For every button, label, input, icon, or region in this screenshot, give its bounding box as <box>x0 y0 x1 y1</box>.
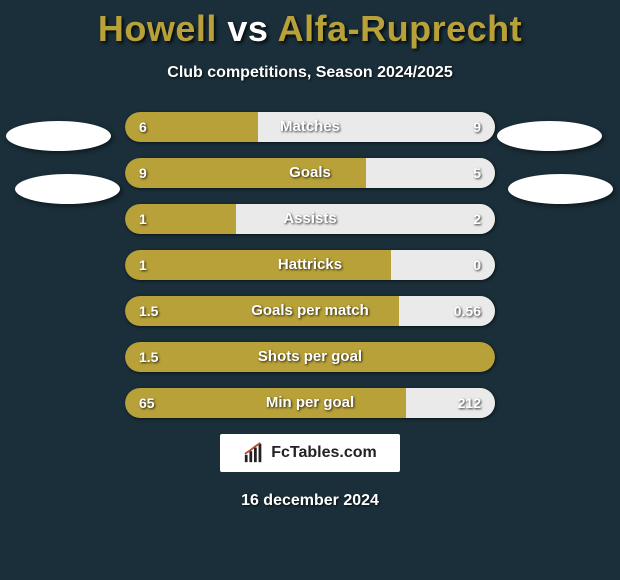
stat-label: Min per goal <box>125 388 495 418</box>
stat-label: Goals per match <box>125 296 495 326</box>
stat-row: Min per goal65 212 <box>125 388 495 418</box>
stat-label: Hattricks <box>125 250 495 280</box>
vs-text: vs <box>227 8 268 49</box>
stat-value-right: 5 <box>473 158 481 188</box>
stat-row: Shots per goal1.5 <box>125 342 495 372</box>
subtitle: Club competitions, Season 2024/2025 <box>0 64 620 82</box>
decoration-ellipse <box>15 174 120 204</box>
stat-value-right: 0 <box>473 250 481 280</box>
stat-value-left: 9 <box>139 158 147 188</box>
stat-value-left: 1.5 <box>139 342 158 372</box>
decoration-ellipse <box>497 121 602 151</box>
stat-value-left: 1 <box>139 250 147 280</box>
stat-row: Assists1 2 <box>125 204 495 234</box>
stat-row: Hattricks1 0 <box>125 250 495 280</box>
stat-label: Matches <box>125 112 495 142</box>
stat-value-right: 9 <box>473 112 481 142</box>
stat-row: Matches6 9 <box>125 112 495 142</box>
stat-label: Goals <box>125 158 495 188</box>
stat-value-left: 1 <box>139 204 147 234</box>
stat-label: Shots per goal <box>125 342 495 372</box>
stat-row: Goals9 5 <box>125 158 495 188</box>
stat-value-right: 212 <box>458 388 481 418</box>
brand-box: FcTables.com <box>220 434 400 472</box>
stat-value-right: 0.56 <box>454 296 481 326</box>
player-left-name: Howell <box>98 8 217 49</box>
stat-value-left: 1.5 <box>139 296 158 326</box>
decoration-ellipse <box>508 174 613 204</box>
comparison-title: Howell vs Alfa-Ruprecht <box>0 0 620 50</box>
player-right-name: Alfa-Ruprecht <box>278 8 523 49</box>
stat-row: Goals per match1.5 0.56 <box>125 296 495 326</box>
brand-chart-icon <box>243 442 265 464</box>
stat-value-right: 2 <box>473 204 481 234</box>
date-text: 16 december 2024 <box>0 492 620 510</box>
stat-label: Assists <box>125 204 495 234</box>
stat-value-left: 65 <box>139 388 155 418</box>
stats-container: Matches69Goals95Assists12Hattricks10Goal… <box>125 112 495 418</box>
brand-text: FcTables.com <box>271 444 377 462</box>
decoration-ellipse <box>6 121 111 151</box>
stat-value-left: 6 <box>139 112 147 142</box>
